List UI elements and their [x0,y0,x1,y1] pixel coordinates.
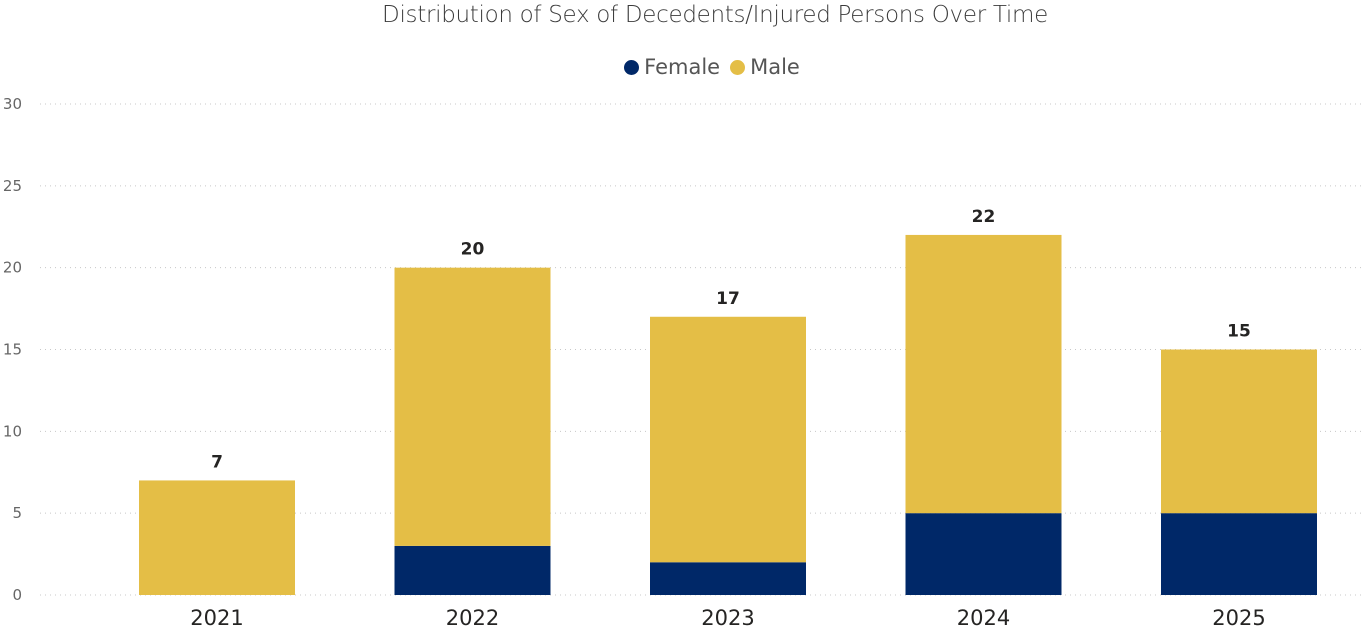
bar-female-2024[interactable] [905,513,1062,595]
data-label-total-2025: 15 [1227,322,1251,342]
data-label-total-2024: 22 [972,207,996,227]
x-tick-label-2024: 2024 [957,606,1010,630]
legend-label-female: Female [644,55,721,79]
x-tick-label-2021: 2021 [190,606,243,630]
bar-male-2022[interactable] [394,267,551,546]
legend: Female Male [0,55,1368,79]
bar-female-2023[interactable] [650,562,806,595]
bar-female-2022[interactable] [394,545,551,595]
x-tick-label-2025: 2025 [1212,606,1265,630]
legend-swatch-male [730,59,746,75]
legend-item-female[interactable]: Female [624,55,720,79]
y-tick-label: 0 [12,586,22,604]
y-tick-label: 25 [3,177,22,195]
x-tick-label-2022: 2022 [446,606,499,630]
legend-label-male: Male [750,55,800,79]
legend-swatch-female [624,59,640,75]
bar-male-2023[interactable] [650,316,806,563]
data-label-total-2023: 17 [716,289,740,309]
chart-title: Distribution of Sex of Decedents/Injured… [382,2,1048,28]
bar-male-2021[interactable] [139,480,295,595]
bar-female-2025[interactable] [1161,513,1317,595]
bar-male-2024[interactable] [905,234,1062,514]
y-tick-label: 30 [3,95,22,113]
bar-male-2025[interactable] [1161,349,1317,514]
data-label-total-2022: 20 [461,240,485,260]
y-tick-label: 5 [12,504,22,522]
label-layer: 7 20 17 22 15 [211,207,1251,472]
y-tick-label: 15 [3,341,22,359]
y-tick-label: 10 [3,422,22,440]
legend-item-male[interactable]: Male [730,55,800,79]
x-tick-label-2023: 2023 [701,606,754,630]
y-tick-label: 20 [3,259,22,277]
bar-layer [139,234,1317,595]
data-label-total-2021: 7 [211,452,223,472]
